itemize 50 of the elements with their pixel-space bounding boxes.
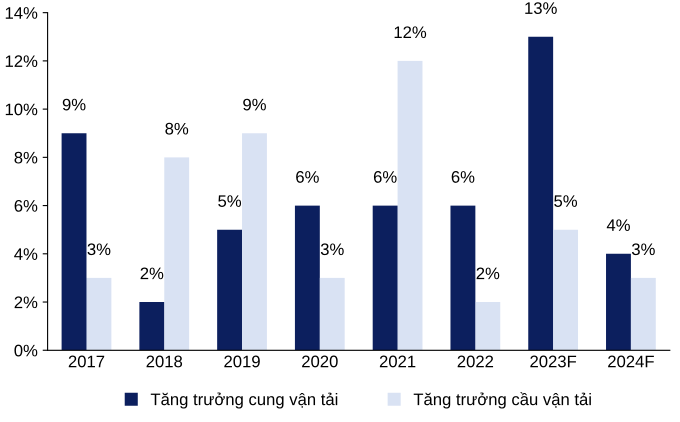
data-label: 13% (525, 2, 557, 14)
x-tick-label: 2023F (530, 356, 576, 368)
bar (398, 60, 422, 350)
x-tick-label: 2021 (380, 356, 416, 368)
x-tick-label: 2022 (458, 356, 494, 368)
bar (450, 206, 476, 350)
data-label: 6% (374, 171, 397, 183)
y-tick-label: 12% (6, 55, 38, 68)
data-label: 6% (296, 171, 319, 183)
bar (475, 302, 500, 350)
legend-label: Tăng trưởng cầu vận tải (414, 392, 591, 409)
bar (217, 230, 242, 350)
bar (372, 206, 398, 350)
data-label: 5% (554, 195, 578, 207)
data-label: 4% (606, 219, 630, 231)
data-label: 9% (243, 98, 266, 110)
legend-label: Tăng trưởng cung vận tải (150, 392, 338, 409)
bar (294, 206, 320, 350)
bar (62, 133, 86, 350)
data-label: 3% (88, 243, 110, 256)
y-tick-label: 2% (14, 296, 38, 308)
x-tick-label: 2018 (146, 356, 182, 368)
data-label: 8% (165, 122, 188, 135)
data-label: 12% (394, 26, 426, 38)
x-tick-label: 2024F (608, 356, 654, 368)
y-tick-label: 14% (6, 7, 38, 19)
y-tick-label: 10% (6, 104, 38, 116)
y-tick-label: 4% (14, 248, 38, 260)
bar (528, 36, 554, 350)
bar (320, 278, 345, 350)
bar (86, 278, 112, 350)
x-tick-label: 2017 (68, 356, 104, 368)
bar (553, 230, 578, 350)
y-tick-label: 6% (14, 200, 38, 212)
data-label: 5% (218, 195, 242, 207)
data-label: 3% (632, 243, 655, 256)
x-tick-label: 2019 (224, 356, 260, 368)
bar (630, 278, 656, 350)
bar (606, 254, 631, 350)
data-label: 3% (320, 243, 344, 256)
bar (139, 302, 164, 350)
y-tick-label: 0% (14, 344, 38, 356)
bar (164, 157, 190, 350)
data-label: 2% (140, 267, 164, 280)
data-label: 2% (476, 267, 500, 280)
y-tick-label: 8% (14, 152, 38, 164)
x-tick-label: 2020 (302, 356, 338, 368)
data-label: 9% (62, 98, 86, 110)
bar (242, 133, 267, 350)
data-label: 6% (452, 171, 474, 183)
